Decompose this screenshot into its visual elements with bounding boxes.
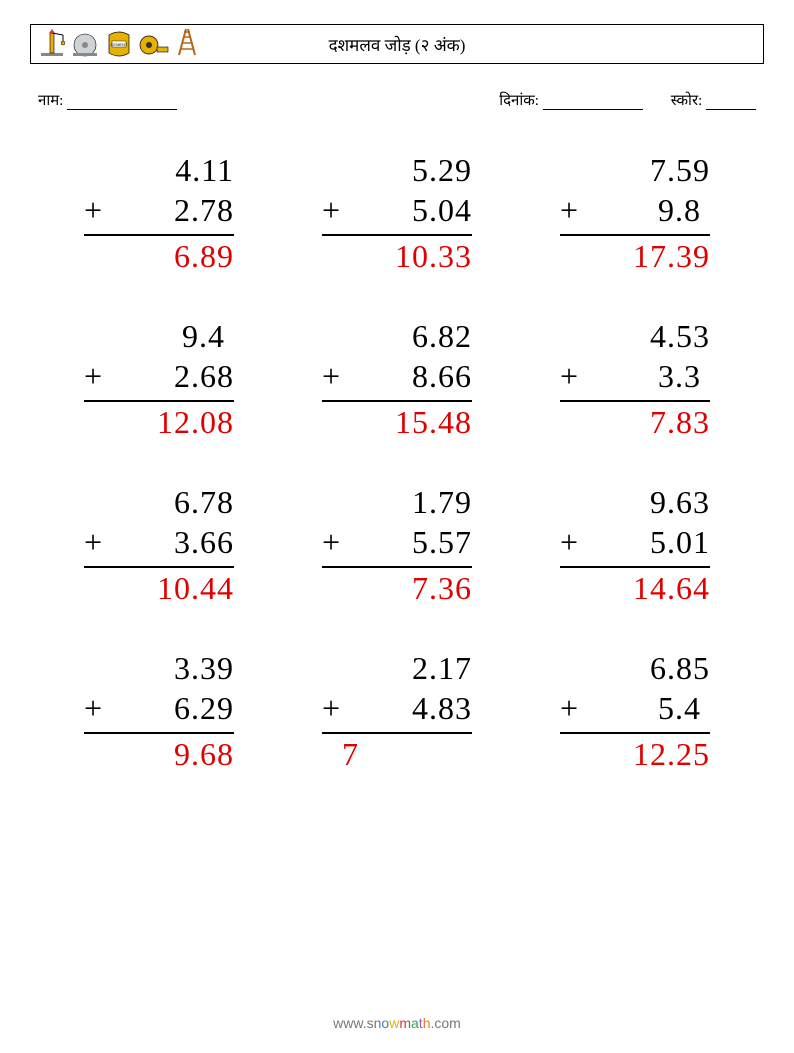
footer-w: w bbox=[389, 1015, 399, 1031]
answer: 7 bbox=[322, 734, 472, 774]
name-field[interactable] bbox=[67, 95, 177, 110]
operator: + bbox=[322, 190, 344, 230]
operand-a: 6.78 bbox=[84, 482, 234, 522]
problem: 6.85+5.4 12.25 bbox=[560, 648, 710, 774]
operand-a: 5.29 bbox=[322, 150, 472, 190]
problem: 7.59+9.8 17.39 bbox=[560, 150, 710, 276]
operator: + bbox=[560, 356, 582, 396]
operand-a: 6.82 bbox=[322, 316, 472, 356]
operand-b: 5.57 bbox=[344, 522, 472, 562]
problem: 6.78+3.66 10.44 bbox=[84, 482, 234, 608]
tape-measure-icon bbox=[139, 33, 169, 62]
operand-b: 4.83 bbox=[344, 688, 472, 728]
meta-row: नाम: दिनांक: स्कोर: bbox=[30, 90, 764, 110]
operand-b: 3.66 bbox=[106, 522, 234, 562]
operand-a: 2.17 bbox=[322, 648, 472, 688]
problem: 4.53+3.3 7.83 bbox=[560, 316, 710, 442]
ladder-icon bbox=[175, 27, 199, 62]
operator: + bbox=[322, 522, 344, 562]
score-label: स्कोर: bbox=[671, 93, 703, 109]
worksheet-page: CEMENT bbox=[0, 0, 794, 1053]
problem: 4.11+2.78 6.89 bbox=[84, 150, 234, 276]
svg-text:CEMENT: CEMENT bbox=[111, 42, 128, 47]
operator: + bbox=[560, 522, 582, 562]
answer: 7.36 bbox=[322, 568, 472, 608]
operand-b: 6.29 bbox=[106, 688, 234, 728]
operator: + bbox=[84, 356, 106, 396]
footer-suffix: .com bbox=[430, 1015, 460, 1031]
footer-a: a bbox=[411, 1015, 419, 1031]
answer: 17.39 bbox=[560, 236, 710, 276]
answer: 9.68 bbox=[84, 734, 234, 774]
problem: 9.63+5.01 14.64 bbox=[560, 482, 710, 608]
answer: 12.08 bbox=[84, 402, 234, 442]
header-bar: CEMENT bbox=[30, 24, 764, 64]
problem: 1.79+5.57 7.36 bbox=[322, 482, 472, 608]
footer-link[interactable]: www.snowmath.com bbox=[0, 1015, 794, 1031]
operand-b: 3.3 bbox=[582, 356, 710, 396]
name-label: नाम: bbox=[38, 93, 63, 109]
answer: 10.33 bbox=[322, 236, 472, 276]
date-label: दिनांक: bbox=[499, 93, 539, 109]
answer: 14.64 bbox=[560, 568, 710, 608]
sawblade-icon bbox=[71, 29, 99, 62]
operand-a: 7.59 bbox=[560, 150, 710, 190]
problem: 9.4 +2.68 12.08 bbox=[84, 316, 234, 442]
operator: + bbox=[322, 356, 344, 396]
operator: + bbox=[560, 190, 582, 230]
operator: + bbox=[84, 522, 106, 562]
operator: + bbox=[560, 688, 582, 728]
operand-b: 5.4 bbox=[582, 688, 710, 728]
operand-a: 1.79 bbox=[322, 482, 472, 522]
header-icons: CEMENT bbox=[39, 27, 199, 62]
operand-b: 2.68 bbox=[106, 356, 234, 396]
operand-a: 4.53 bbox=[560, 316, 710, 356]
operand-b: 5.01 bbox=[582, 522, 710, 562]
operand-b: 2.78 bbox=[106, 190, 234, 230]
answer: 10.44 bbox=[84, 568, 234, 608]
date-field[interactable] bbox=[543, 95, 643, 110]
operand-a: 6.85 bbox=[560, 648, 710, 688]
answer: 15.48 bbox=[322, 402, 472, 442]
operand-a: 4.11 bbox=[84, 150, 234, 190]
answer: 12.25 bbox=[560, 734, 710, 774]
problem: 3.39+6.29 9.68 bbox=[84, 648, 234, 774]
answer: 7.83 bbox=[560, 402, 710, 442]
score-field[interactable] bbox=[706, 95, 756, 110]
operator: + bbox=[84, 190, 106, 230]
operator: + bbox=[322, 688, 344, 728]
operand-a: 9.4 bbox=[84, 316, 234, 356]
footer-prefix: www.sn bbox=[333, 1015, 381, 1031]
problems-grid: 4.11+2.786.895.29+5.0410.337.59+9.8 17.3… bbox=[30, 150, 764, 774]
operand-a: 9.63 bbox=[560, 482, 710, 522]
operand-b: 9.8 bbox=[582, 190, 710, 230]
problem: 5.29+5.04 10.33 bbox=[322, 150, 472, 276]
problem: 6.82+8.66 15.48 bbox=[322, 316, 472, 442]
footer-m: m bbox=[399, 1015, 411, 1031]
answer: 6.89 bbox=[84, 236, 234, 276]
crane-icon bbox=[39, 29, 65, 62]
operand-a: 3.39 bbox=[84, 648, 234, 688]
operator: + bbox=[84, 688, 106, 728]
operand-b: 8.66 bbox=[344, 356, 472, 396]
cement-bag-icon: CEMENT bbox=[105, 29, 133, 62]
operand-b: 5.04 bbox=[344, 190, 472, 230]
problem: 2.17+4.83 7 bbox=[322, 648, 472, 774]
